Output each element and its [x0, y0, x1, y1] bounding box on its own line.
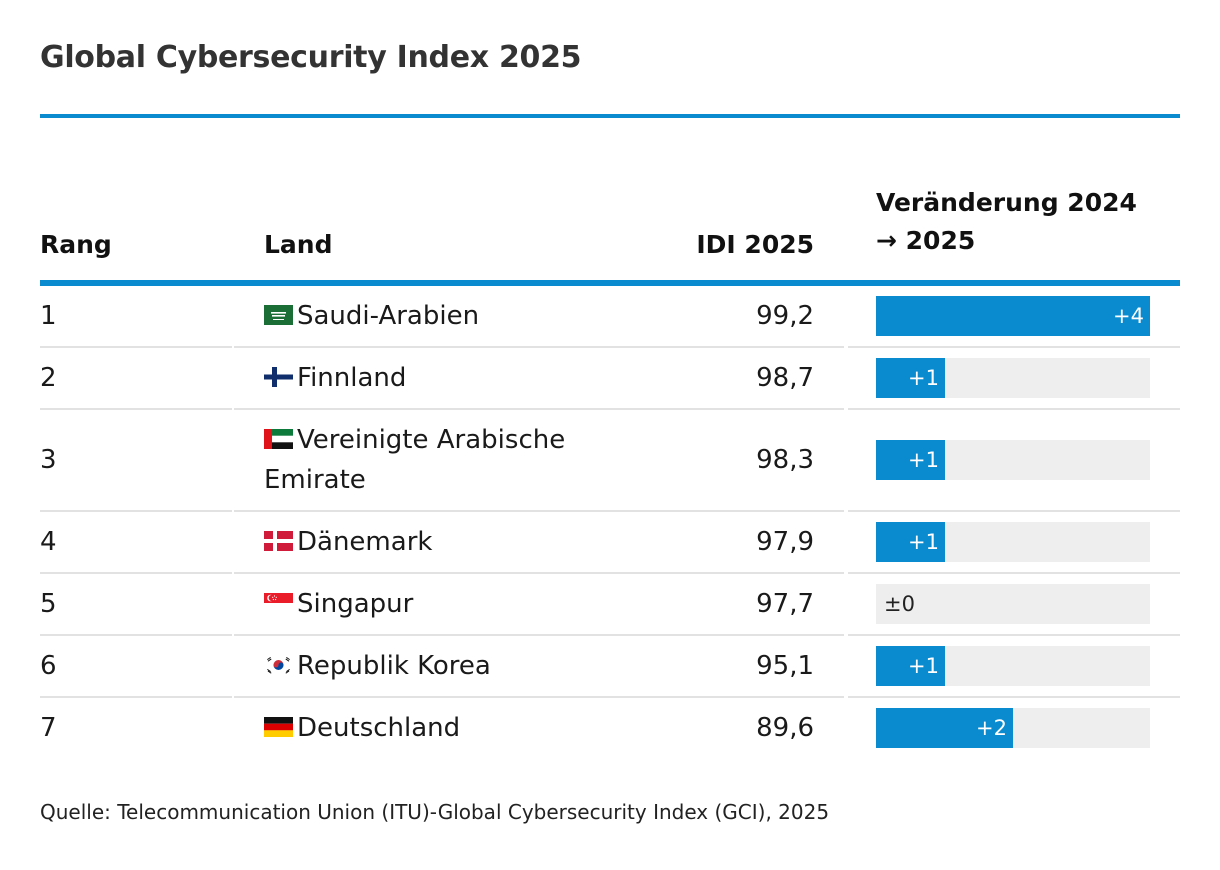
country-name: Finnland	[297, 363, 407, 393]
finland-flag-icon	[264, 367, 293, 387]
change-bar	[876, 358, 945, 398]
row-separator	[848, 408, 1180, 410]
country-name: Deutschland	[297, 713, 461, 743]
header-change: Veränderung 2024 → 2025	[876, 184, 1137, 260]
row-separator-gap	[232, 634, 234, 636]
row-separator-gap	[232, 510, 234, 512]
south-korea-flag-icon	[264, 655, 293, 675]
idi-value: 97,9	[756, 527, 814, 557]
germany-flag-icon	[264, 717, 293, 737]
country-name: Singapur	[297, 589, 414, 619]
rank-cell: 4	[40, 527, 57, 557]
row-separator	[848, 510, 1180, 512]
uae-flag-icon	[264, 429, 293, 449]
title-rule	[40, 114, 1180, 118]
rank-cell: 6	[40, 651, 57, 681]
change-bar-track: +4	[876, 296, 1150, 336]
rank-cell: 5	[40, 589, 57, 619]
country-cell: Dänemark	[264, 522, 664, 562]
country-cell: Republik Korea	[264, 646, 664, 686]
row-separator	[848, 696, 1180, 698]
country-cell: Finnland	[264, 358, 664, 398]
country-name: Saudi-Arabien	[297, 301, 480, 331]
change-label: +2	[976, 716, 1007, 740]
country-name: Dänemark	[297, 527, 433, 557]
row-separator	[40, 634, 844, 636]
row-separator	[848, 572, 1180, 574]
change-bar	[876, 522, 945, 562]
change-bar-track: +1	[876, 522, 1150, 562]
change-label: +1	[908, 448, 939, 472]
row-separator	[40, 346, 844, 348]
idi-value: 97,7	[756, 589, 814, 619]
row-separator	[848, 346, 1180, 348]
chart-title: Global Cybersecurity Index 2025	[40, 40, 582, 75]
saudi-arabia-flag-icon	[264, 305, 293, 325]
header-change-line1: Veränderung 2024	[876, 188, 1137, 217]
denmark-flag-icon	[264, 531, 293, 551]
country-cell: Singapur	[264, 584, 664, 624]
row-separator	[40, 572, 844, 574]
idi-value: 98,7	[756, 363, 814, 393]
change-bar	[876, 440, 945, 480]
change-bar-track: +2	[876, 708, 1150, 748]
change-bar-track: ±0	[876, 584, 1150, 624]
change-label: +4	[1113, 304, 1144, 328]
header-idi: IDI 2025	[696, 230, 814, 259]
idi-value: 89,6	[756, 713, 814, 743]
idi-value: 99,2	[756, 301, 814, 331]
idi-value: 95,1	[756, 651, 814, 681]
singapore-flag-icon	[264, 593, 293, 613]
change-label: +1	[908, 654, 939, 678]
rank-cell: 7	[40, 713, 57, 743]
row-separator	[848, 634, 1180, 636]
change-label: ±0	[884, 592, 915, 616]
rank-cell: 2	[40, 363, 57, 393]
country-cell: Deutschland	[264, 708, 664, 748]
row-separator-gap	[232, 346, 234, 348]
change-bar	[876, 708, 1013, 748]
header-change-line2: → 2025	[876, 226, 976, 255]
row-separator-gap	[232, 408, 234, 410]
row-separator-gap	[232, 696, 234, 698]
header-rank: Rang	[40, 230, 112, 259]
country-cell: Saudi-Arabien	[264, 296, 664, 336]
change-label: +1	[908, 530, 939, 554]
change-bar-track: +1	[876, 358, 1150, 398]
rank-cell: 3	[40, 445, 57, 475]
row-separator-gap	[232, 572, 234, 574]
header-rule	[40, 280, 1180, 286]
row-separator	[40, 408, 844, 410]
row-separator	[40, 696, 844, 698]
change-bar-track: +1	[876, 440, 1150, 480]
header-country: Land	[264, 230, 333, 259]
source-note: Quelle: Telecommunication Union (ITU)-Gl…	[40, 800, 830, 824]
change-label: +1	[908, 366, 939, 390]
change-bar	[876, 646, 945, 686]
country-cell: Vereinigte Arabische Emirate	[264, 420, 584, 500]
change-bar	[876, 296, 1150, 336]
country-name: Vereinigte Arabische Emirate	[264, 425, 566, 495]
idi-value: 98,3	[756, 445, 814, 475]
rank-cell: 1	[40, 301, 57, 331]
country-name: Republik Korea	[297, 651, 491, 681]
row-separator	[40, 510, 844, 512]
change-bar-track: +1	[876, 646, 1150, 686]
